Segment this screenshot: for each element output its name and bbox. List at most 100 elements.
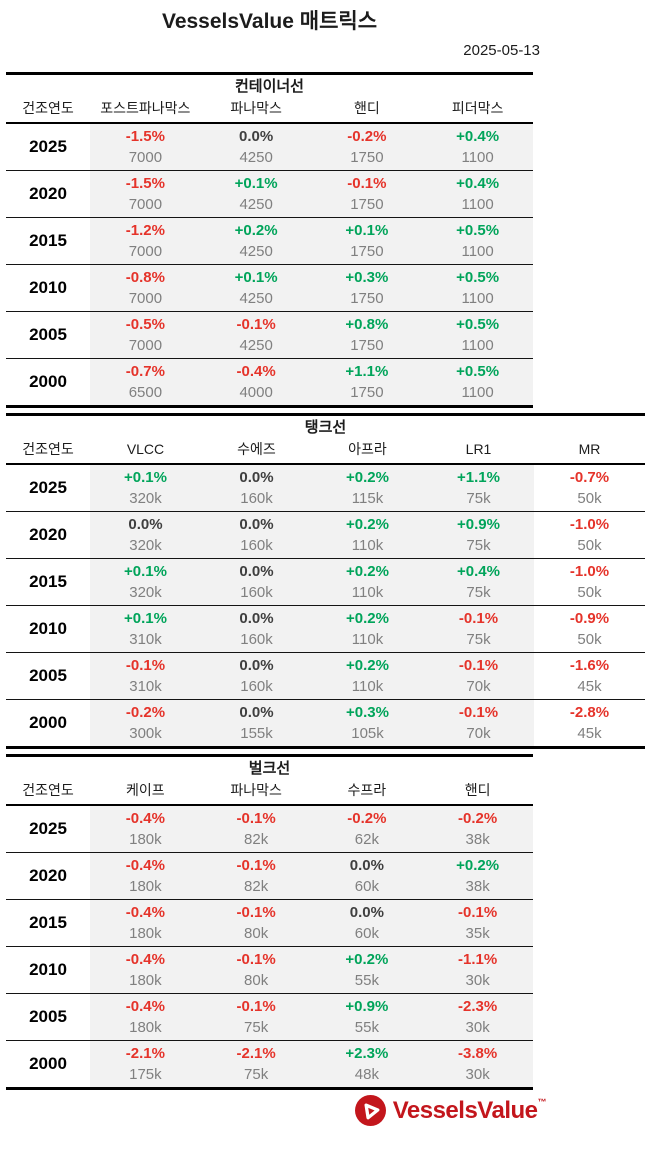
section-title: 컨테이너선 bbox=[234, 78, 304, 95]
table-row: 2025 -1.5% 7000 0.0% 4250 -0.2% 1750 +0.4% 1100 bbox=[6, 124, 533, 170]
value-cell: 160k bbox=[240, 537, 273, 554]
section-title: 벌크선 bbox=[248, 760, 291, 777]
value-cell: 310k bbox=[129, 631, 162, 648]
value-cell: 75k bbox=[466, 631, 491, 648]
value-cell: 7000 bbox=[128, 196, 163, 213]
value-cell: 75k bbox=[466, 490, 491, 507]
percent-change: 0.0% bbox=[239, 469, 274, 486]
vesselsvalue-logo-text: VesselsValue™ bbox=[392, 1096, 547, 1124]
percent-change: +0.1% bbox=[124, 469, 167, 486]
percent-change: +1.1% bbox=[457, 469, 500, 486]
section-title: 탱크선 bbox=[304, 419, 347, 436]
data-cell: -0.1% 35k bbox=[422, 900, 533, 946]
value-cell: 1750 bbox=[350, 337, 384, 354]
data-cell: +0.8% 1750 bbox=[311, 312, 423, 358]
table-row: 2000 -0.7% 6500 -0.4% 4000 +1.1% 1750 +0.5% 1100 bbox=[6, 358, 533, 405]
percent-change: -0.7% bbox=[569, 469, 610, 486]
data-cell: -0.8% 7000 bbox=[90, 265, 201, 311]
value-cell: 50k bbox=[577, 631, 602, 648]
percent-change: 0.0% bbox=[239, 610, 274, 627]
data-cell: 0.0% 160k bbox=[201, 512, 312, 558]
data-cell: +0.9% 55k bbox=[311, 994, 423, 1040]
year-column-header: 건조연도 bbox=[22, 100, 74, 116]
data-cell: 0.0% 155k bbox=[201, 700, 312, 746]
percent-change: 0.0% bbox=[239, 563, 274, 580]
value-cell: 110k bbox=[351, 678, 384, 695]
value-cell: 50k bbox=[577, 537, 602, 554]
percent-change: -1.5% bbox=[125, 175, 165, 192]
percent-change: -1.2% bbox=[125, 222, 165, 239]
table-body: 2025 -0.4% 180k -0.1% 82k -0.2% 62k -0.2% 38k 202… bbox=[6, 806, 533, 1087]
percent-change: -1.0% bbox=[569, 563, 610, 580]
percent-change: -2.1% bbox=[236, 1045, 276, 1062]
value-cell: 45k bbox=[577, 725, 602, 742]
percent-change: -1.1% bbox=[458, 951, 498, 968]
percent-change: -1.6% bbox=[569, 657, 610, 674]
data-cell: +0.4% 75k bbox=[423, 559, 534, 605]
percent-change: +0.2% bbox=[346, 469, 389, 486]
percent-change: +0.2% bbox=[456, 857, 500, 874]
percent-change: -0.4% bbox=[125, 998, 165, 1015]
value-cell: 1750 bbox=[350, 290, 384, 307]
column-header: 피더막스 bbox=[451, 100, 504, 116]
percent-change: +0.5% bbox=[456, 363, 500, 380]
year-cell: 2005 bbox=[29, 1007, 67, 1026]
percent-change: +0.2% bbox=[234, 222, 278, 239]
data-cell: -0.1% 70k bbox=[423, 700, 534, 746]
table-row: 2025 +0.1% 320k 0.0% 160k +0.2% 115k +1.1% 75k -0… bbox=[6, 465, 645, 511]
value-cell: 1750 bbox=[350, 149, 384, 166]
percent-change: +0.4% bbox=[456, 175, 500, 192]
value-cell: 60k bbox=[354, 878, 379, 895]
year-column-header: 건조연도 bbox=[22, 782, 74, 798]
percent-change: +0.2% bbox=[346, 610, 389, 627]
data-cell: -0.2% 62k bbox=[311, 806, 423, 852]
data-cell: -0.1% 75k bbox=[423, 606, 534, 652]
value-cell: 1750 bbox=[350, 196, 384, 213]
data-cell: +0.2% 110k bbox=[312, 653, 423, 699]
percent-change: +0.2% bbox=[346, 657, 389, 674]
value-cell: 155k bbox=[240, 725, 273, 742]
year-cell: 2000 bbox=[29, 713, 67, 732]
data-cell: -1.2% 7000 bbox=[90, 218, 201, 264]
value-cell: 180k bbox=[129, 972, 162, 989]
data-cell: -0.9% 50k bbox=[534, 606, 645, 652]
data-cell: +0.2% 110k bbox=[312, 559, 423, 605]
data-cell: +0.1% 1750 bbox=[311, 218, 423, 264]
year-cell: 2025 bbox=[29, 137, 67, 156]
percent-change: -0.1% bbox=[236, 316, 276, 333]
table-row: 2015 -0.4% 180k -0.1% 80k 0.0% 60k -0.1% 35k bbox=[6, 899, 533, 946]
data-cell: -1.0% 50k bbox=[534, 512, 645, 558]
value-cell: 1100 bbox=[461, 243, 494, 260]
year-cell: 2015 bbox=[29, 231, 67, 250]
percent-change: -0.4% bbox=[125, 951, 165, 968]
data-cell: +0.5% 1100 bbox=[422, 312, 533, 358]
percent-change: -0.2% bbox=[125, 704, 166, 721]
table-header-row: 건조연도 케이프 파나막스 수프라 핸디 bbox=[6, 781, 533, 806]
data-cell: -0.7% 6500 bbox=[90, 359, 201, 405]
year-cell: 2010 bbox=[29, 960, 67, 979]
value-cell: 1750 bbox=[350, 243, 384, 260]
value-cell: 180k bbox=[129, 831, 162, 848]
data-cell: -0.1% 70k bbox=[423, 653, 534, 699]
value-cell: 180k bbox=[129, 878, 162, 895]
value-cell: 82k bbox=[244, 878, 269, 895]
value-cell: 180k bbox=[129, 925, 162, 942]
data-cell: +0.1% 320k bbox=[90, 559, 201, 605]
value-cell: 4250 bbox=[239, 149, 273, 166]
percent-change: -0.1% bbox=[125, 657, 166, 674]
table-row: 2010 +0.1% 310k 0.0% 160k +0.2% 110k -0.1% 75k -0… bbox=[6, 605, 645, 652]
percent-change: +0.2% bbox=[346, 516, 389, 533]
page-title: VesselsValue 매트릭스 bbox=[161, 10, 378, 33]
percent-change: -0.2% bbox=[458, 810, 498, 827]
table-body: 2025 +0.1% 320k 0.0% 160k +0.2% 115k +1.1% 75k -0… bbox=[6, 465, 645, 746]
percent-change: +0.4% bbox=[457, 563, 500, 580]
value-cell: 180k bbox=[129, 1019, 162, 1036]
value-cell: 160k bbox=[240, 584, 273, 601]
value-cell: 110k bbox=[351, 584, 384, 601]
data-cell: 0.0% 60k bbox=[311, 853, 423, 899]
data-cell: 0.0% 160k bbox=[201, 465, 312, 511]
value-cell: 1100 bbox=[461, 196, 494, 213]
data-cell: +0.2% 110k bbox=[312, 512, 423, 558]
table-row: 2000 -2.1% 175k -2.1% 75k +2.3% 48k -3.8% 30k bbox=[6, 1040, 533, 1087]
column-header: 파나막스 bbox=[230, 100, 282, 116]
